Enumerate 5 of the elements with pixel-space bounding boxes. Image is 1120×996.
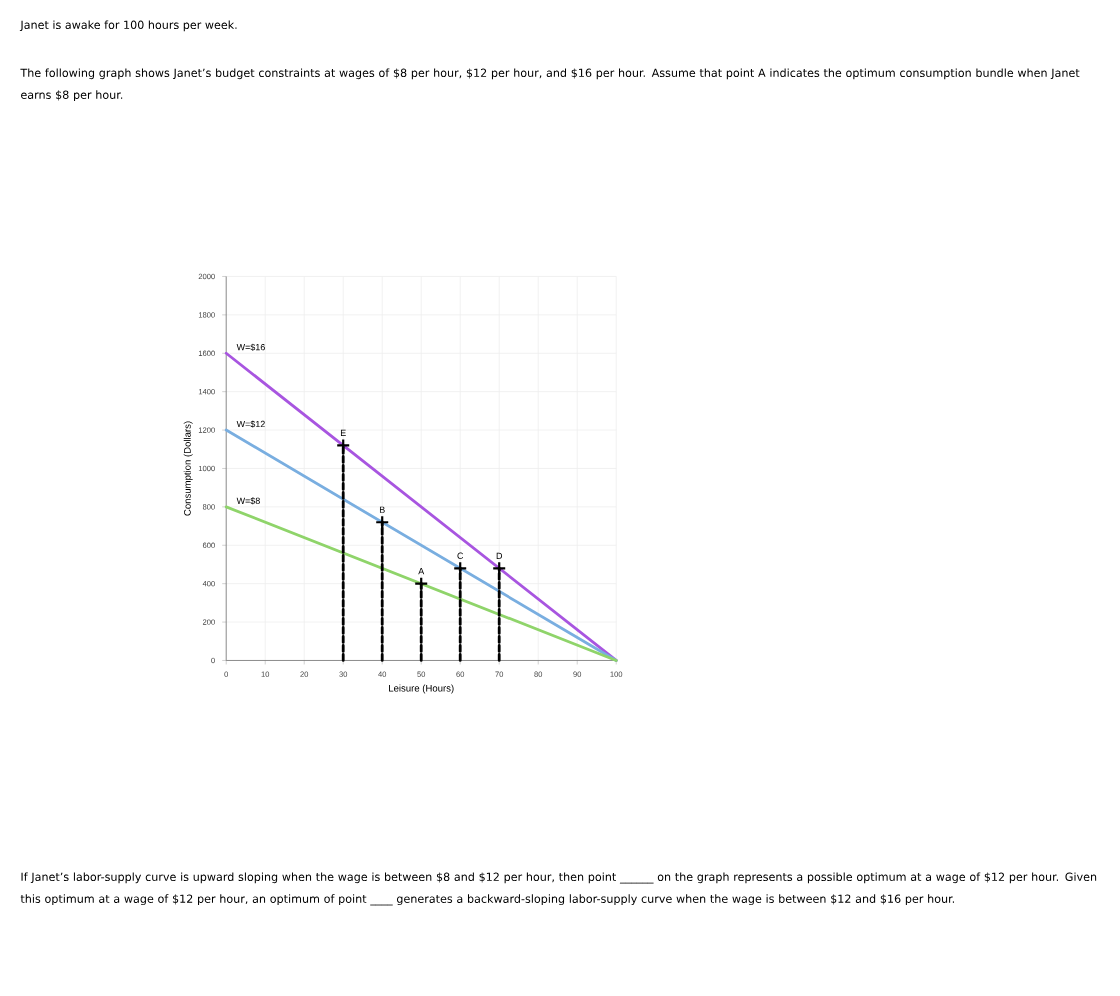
point — [492, 561, 507, 576]
point — [414, 576, 429, 591]
point — [375, 515, 390, 530]
point — [453, 561, 468, 576]
point — [336, 438, 351, 453]
